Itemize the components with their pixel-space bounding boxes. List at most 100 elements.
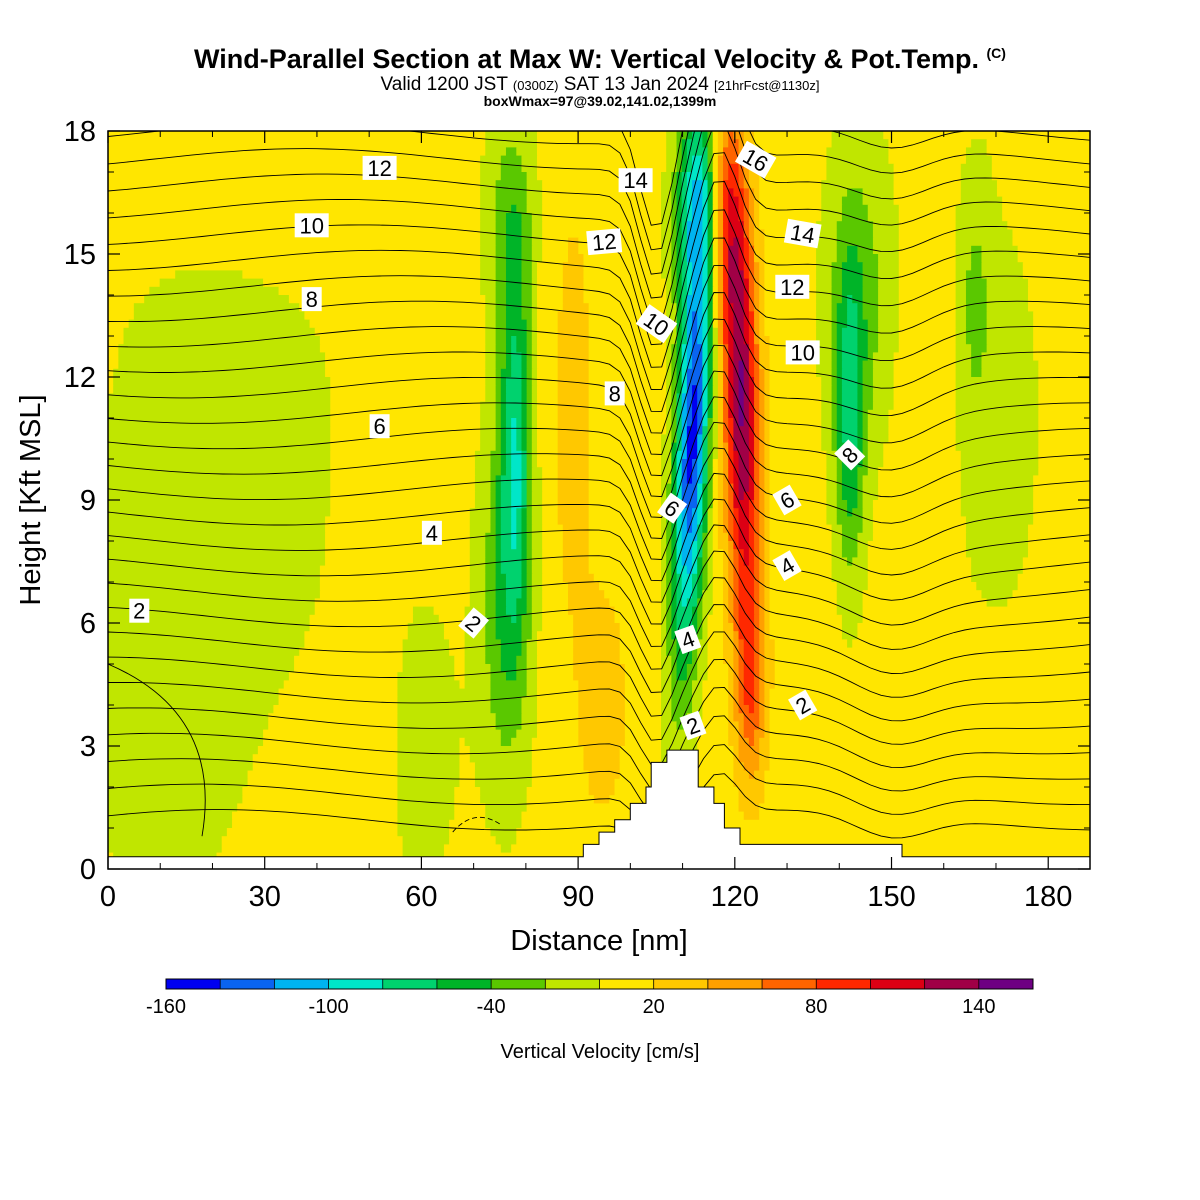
- velocity-cell: [692, 155, 703, 165]
- velocity-cell: [759, 377, 765, 386]
- velocity-cell: [676, 139, 683, 148]
- velocity-cell: [676, 352, 683, 362]
- velocity-cell: [702, 344, 709, 353]
- velocity-cell: [733, 508, 740, 517]
- velocity-cell: [743, 254, 750, 263]
- velocity-cell: [469, 573, 486, 583]
- velocity-cell: [521, 590, 528, 599]
- velocity-cell: [526, 450, 533, 460]
- velocity-cell: [500, 549, 523, 558]
- velocity-cell: [1027, 532, 1090, 542]
- velocity-cell: [619, 754, 662, 763]
- velocity-cell: [542, 549, 564, 558]
- velocity-cell: [661, 680, 672, 690]
- velocity-cell: [676, 360, 683, 370]
- velocity-cell: [692, 188, 703, 198]
- velocity-cell: [728, 680, 734, 690]
- velocity-cell: [836, 516, 864, 526]
- velocity-cell: [712, 319, 719, 329]
- velocity-cell: [314, 598, 471, 608]
- velocity-cell: [702, 237, 709, 247]
- velocity-cell: [666, 590, 672, 599]
- velocity-cell: [676, 442, 683, 452]
- colorbar-label: Vertical Velocity [cm/s]: [501, 1041, 700, 1063]
- x-tick-label: 30: [249, 881, 281, 913]
- velocity-cell: [531, 426, 538, 435]
- velocity-cell: [521, 278, 533, 288]
- velocity-cell: [511, 434, 517, 444]
- velocity-cell: [862, 303, 879, 312]
- velocity-cell: [754, 147, 828, 157]
- velocity-cell: [1027, 278, 1090, 288]
- velocity-cell: [108, 614, 311, 624]
- velocity-cell: [717, 450, 724, 460]
- velocity-cell: [681, 311, 688, 321]
- velocity-cell: [707, 336, 714, 345]
- velocity-cell: [743, 655, 755, 665]
- velocity-cell: [759, 483, 765, 493]
- velocity-cell: [511, 614, 517, 624]
- velocity-cell: [707, 426, 714, 435]
- velocity-cell: [769, 746, 1090, 755]
- velocity-cell: [692, 590, 698, 599]
- velocity-cell: [733, 746, 740, 755]
- velocity-cell: [717, 286, 724, 296]
- velocity-cell: [743, 360, 750, 370]
- velocity-cell: [707, 196, 714, 206]
- velocity-cell: [955, 344, 972, 353]
- velocity-cell: [748, 377, 755, 386]
- velocity-cell: [521, 352, 528, 362]
- velocity-cell: [485, 623, 497, 632]
- velocity-cell: [857, 401, 864, 411]
- velocity-cell: [123, 336, 321, 345]
- velocity-cell: [893, 385, 957, 394]
- velocity-cell: [144, 295, 290, 304]
- velocity-cell: [697, 524, 703, 534]
- velocity-cell: [759, 418, 765, 427]
- velocity-cell: [955, 352, 972, 362]
- velocity-cell: [588, 459, 662, 468]
- velocity-cell: [671, 696, 693, 706]
- velocity-cell: [397, 696, 492, 706]
- velocity-cell: [500, 393, 507, 403]
- velocity-cell: [671, 213, 678, 222]
- velocity-cell: [723, 467, 729, 476]
- velocity-cell: [836, 590, 864, 599]
- velocity-cell: [521, 582, 528, 591]
- velocity-cell: [671, 204, 678, 214]
- velocity-cell: [521, 541, 528, 550]
- velocity-cell: [536, 270, 564, 280]
- velocity-cell: [624, 680, 662, 690]
- copyright-mark: (C): [986, 45, 1006, 61]
- velocity-cell: [278, 688, 399, 698]
- velocity-cell: [221, 844, 404, 854]
- velocity-cell: [661, 623, 667, 632]
- velocity-cell: [697, 327, 703, 337]
- velocity-cell: [661, 245, 672, 255]
- velocity-cell: [867, 426, 890, 435]
- velocity-cell: [986, 336, 1034, 345]
- velocity-cell: [1033, 311, 1090, 321]
- velocity-cell: [531, 623, 543, 632]
- velocity-cell: [867, 549, 967, 558]
- velocity-cell: [748, 705, 755, 714]
- velocity-cell: [712, 163, 719, 173]
- velocity-cell: [862, 450, 869, 460]
- velocity-cell: [733, 352, 750, 362]
- velocity-cell: [676, 475, 683, 485]
- velocity-cell: [500, 516, 512, 526]
- velocity-cell: [521, 270, 533, 280]
- velocity-cell: [754, 385, 760, 394]
- velocity-cell: [754, 319, 760, 329]
- velocity-cell: [536, 672, 574, 681]
- velocity-cell: [759, 188, 822, 198]
- velocity-cell: [676, 172, 683, 181]
- velocity-cell: [857, 623, 1090, 632]
- velocity-cell: [857, 409, 864, 419]
- y-tick-label: 12: [64, 362, 96, 394]
- velocity-cell: [542, 483, 559, 493]
- theta-label-text: 12: [367, 156, 391, 181]
- velocity-cell: [490, 467, 502, 476]
- colorbar-swatch: [762, 979, 817, 989]
